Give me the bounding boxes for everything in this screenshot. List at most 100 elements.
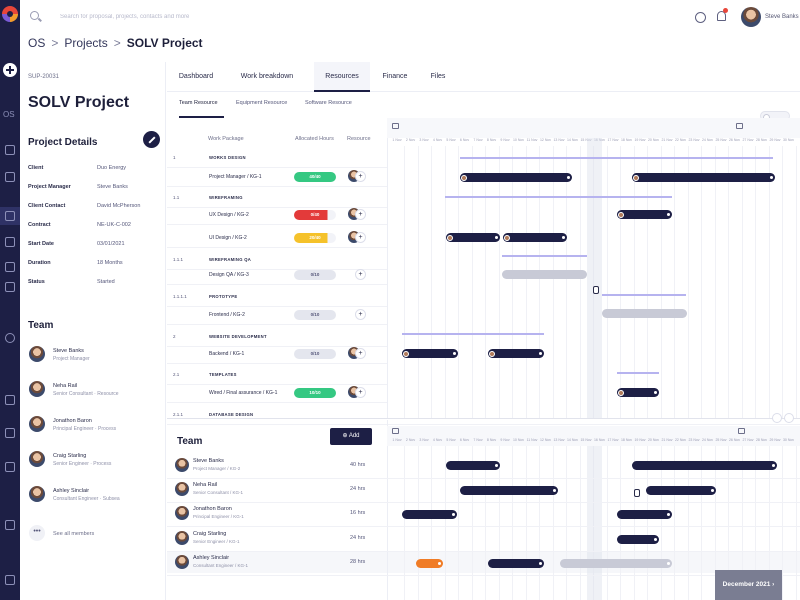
team-row[interactable]: Ashley Sinclair Consultant Engineer / KG-… — [167, 551, 387, 575]
bar-handle-icon[interactable] — [495, 464, 498, 467]
avatar[interactable] — [29, 346, 45, 362]
gantt-task-bar[interactable] — [602, 309, 687, 318]
bar-handle-icon[interactable] — [770, 176, 773, 179]
team-task-bar[interactable] — [560, 559, 672, 568]
table-row[interactable]: Design QA / KG-3 0/10 + — [167, 265, 387, 284]
document-icon[interactable] — [5, 145, 15, 155]
table-row[interactable]: 1.1.1 WIREFRAMING QA — [167, 250, 387, 269]
files-icon[interactable] — [5, 282, 15, 292]
gantt-task-bar[interactable] — [617, 388, 659, 397]
table-row[interactable]: 2.1 TEMPLATES — [167, 365, 387, 384]
table-row[interactable]: UI Design / KG-2 20/40 + — [167, 228, 387, 247]
subtab-team-resource[interactable]: Team Resource — [179, 100, 218, 106]
collapse-chevron-icon[interactable] — [772, 413, 782, 423]
avatar[interactable] — [29, 486, 45, 502]
avatar[interactable] — [175, 531, 189, 545]
tab-dashboard[interactable]: Dashboard — [178, 73, 214, 80]
expand-chevron-icon[interactable] — [784, 413, 794, 423]
add-resource-icon[interactable]: + — [355, 348, 366, 359]
table-row[interactable]: 2 WEBSITE DEVELOPMENT — [167, 327, 387, 346]
avatar[interactable] — [29, 416, 45, 432]
add-resource-icon[interactable]: + — [355, 309, 366, 320]
calendar-icon[interactable] — [392, 428, 399, 434]
add-resource-icon[interactable]: + — [355, 209, 366, 220]
table-row[interactable]: Backend / KG-1 0/10 + — [167, 344, 387, 363]
add-resource-icon[interactable]: + — [355, 232, 366, 243]
table-row[interactable]: Frontend / KG-2 0/10 + — [167, 305, 387, 324]
tab-resources[interactable]: Resources — [314, 62, 370, 92]
team-icon[interactable] — [5, 395, 15, 405]
team-task-bar[interactable] — [460, 486, 558, 495]
summary-bar[interactable] — [602, 294, 686, 296]
search-icon[interactable] — [30, 11, 39, 20]
avatar[interactable] — [175, 482, 189, 496]
bar-handle-icon[interactable] — [452, 513, 455, 516]
os-label[interactable]: OS — [3, 110, 15, 119]
tab-work-breakdown[interactable]: Work breakdown — [240, 73, 294, 80]
team-row[interactable]: Craig Starling Senior Engineer / KG-1 24 h… — [167, 527, 387, 551]
summary-bar[interactable] — [402, 333, 544, 335]
add-resource-icon[interactable]: + — [355, 387, 366, 398]
user-name[interactable]: Steve Banks — [765, 14, 799, 20]
add-resource-icon[interactable]: + — [355, 171, 366, 182]
table-row[interactable]: 1 WORKS DESIGN — [167, 148, 387, 167]
team-member-name[interactable]: Ashley Sinclair — [53, 488, 90, 494]
layers-icon[interactable] — [5, 172, 15, 182]
help-icon[interactable] — [695, 12, 706, 23]
notification-bell-icon[interactable] — [717, 11, 726, 21]
table-row[interactable]: 1.1.1.1 PROTOTYPE — [167, 287, 387, 306]
avatar[interactable] — [175, 506, 189, 520]
team-member-name[interactable]: Craig Starling — [53, 453, 87, 459]
edit-pencil-icon[interactable] — [143, 131, 160, 148]
gantt-task-bar[interactable] — [402, 349, 458, 358]
tab-finance[interactable]: Finance — [382, 73, 408, 80]
gantt-task-bar[interactable] — [488, 349, 544, 358]
gantt-task-bar[interactable] — [460, 173, 572, 182]
search-icon[interactable] — [5, 333, 15, 343]
table-row[interactable]: 1.1 WIREFRAMING — [167, 188, 387, 207]
summary-bar[interactable] — [445, 196, 672, 198]
chat-icon[interactable] — [5, 237, 15, 247]
gantt-task-bar[interactable] — [632, 173, 775, 182]
gantt-task-bar[interactable] — [446, 233, 500, 242]
settings-icon[interactable] — [5, 520, 15, 530]
team-task-bar[interactable] — [488, 559, 544, 568]
calendar-icon[interactable] — [392, 123, 399, 129]
tab-files[interactable]: Files — [430, 73, 446, 80]
team-task-bar[interactable] — [446, 461, 500, 470]
team-member-name[interactable]: Neha Rail — [53, 383, 78, 389]
add-member-button[interactable]: ⊕ Add — [330, 428, 372, 445]
bar-handle-icon[interactable] — [438, 562, 441, 565]
avatar[interactable] — [175, 458, 189, 472]
team-row[interactable]: Steve Banks Project Manager / KG-2 40 hrs — [167, 454, 387, 478]
summary-bar[interactable] — [617, 372, 659, 374]
team-task-bar[interactable] — [617, 535, 659, 544]
subtab-software-resource[interactable]: Software Resource — [305, 100, 352, 106]
summary-bar[interactable] — [502, 255, 587, 257]
bar-handle-icon[interactable] — [567, 176, 570, 179]
bar-handle-icon[interactable] — [539, 352, 542, 355]
reports-icon[interactable] — [5, 428, 15, 438]
team-row[interactable]: Jonathon Baron Principal Engineer / KG-1 1… — [167, 502, 387, 526]
bar-handle-icon[interactable] — [495, 236, 498, 239]
bar-handle-icon[interactable] — [654, 391, 657, 394]
breadcrumb-projects[interactable]: Projects — [64, 36, 108, 50]
team-task-bar[interactable] — [416, 559, 443, 568]
bar-handle-icon[interactable] — [453, 352, 456, 355]
table-row[interactable]: UX Design / KG-2 0/40 + — [167, 205, 387, 224]
bar-handle-icon[interactable] — [667, 562, 670, 565]
subtab-equipment-resource[interactable]: Equipment Resource — [236, 100, 288, 106]
summary-bar[interactable] — [460, 157, 773, 159]
search-input[interactable] — [60, 10, 300, 24]
gantt-task-bar[interactable] — [502, 270, 587, 279]
app-logo-icon[interactable] — [2, 6, 18, 22]
add-icon[interactable] — [3, 63, 17, 77]
team-row[interactable]: Neha Rail Senior Consultant / KG-1 24 hrs — [167, 478, 387, 502]
add-resource-icon[interactable]: + — [355, 269, 366, 280]
team-task-bar[interactable] — [632, 461, 777, 470]
month-selector-badge[interactable]: December 2021 › — [715, 570, 782, 600]
user-avatar[interactable] — [741, 7, 761, 27]
bar-handle-icon[interactable] — [667, 513, 670, 516]
avatar[interactable] — [29, 381, 45, 397]
see-all-members-link[interactable]: See all members — [53, 531, 95, 537]
